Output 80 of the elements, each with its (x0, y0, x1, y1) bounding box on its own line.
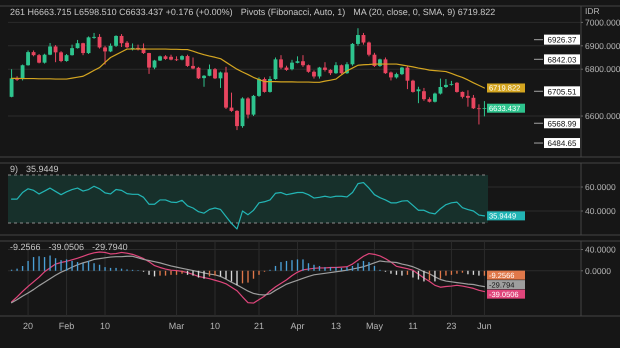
y-tick-label: 40.0000 (585, 206, 616, 216)
candlestick (411, 79, 415, 94)
candlestick (147, 52, 151, 74)
candlestick (230, 92, 234, 112)
candlestick (279, 54, 283, 70)
candlestick (152, 59, 156, 70)
candlestick (20, 64, 24, 81)
candlestick (186, 54, 190, 68)
candlestick (362, 32, 366, 46)
candlestick (257, 76, 261, 98)
candlestick (406, 66, 410, 90)
candlestick (340, 64, 344, 74)
x-tick-label: 10 (100, 321, 110, 331)
x-tick-label: 11 (408, 321, 418, 331)
x-tick-label: 21 (254, 321, 264, 331)
y-tick-label: 7000.000 (585, 17, 620, 28)
candlestick (37, 53, 41, 64)
x-tick-label: Feb (58, 321, 74, 331)
ref-line-label: 6842.03 (548, 55, 578, 64)
candlestick (120, 34, 124, 48)
ref-line-label: 6926.37 (548, 36, 578, 45)
x-tick-label: Jun (477, 321, 492, 331)
candlestick (301, 54, 305, 68)
candlestick (218, 71, 222, 88)
candlestick (422, 87, 426, 102)
ref-line-label: 6705.51 (548, 87, 578, 96)
y-tick-label: 6600.000 (585, 111, 620, 122)
x-tick-label: 23 (446, 321, 456, 331)
candlestick (98, 34, 102, 50)
y-tick-label: 6900.000 (585, 40, 620, 51)
candlestick (59, 50, 63, 63)
candlestick (10, 68, 14, 98)
annotation: MA (20, close, 0, SMA, 9) 6719.822 (353, 7, 496, 17)
y-tick-label: 6800.000 (585, 64, 620, 74)
x-tick-label: Mar (168, 321, 184, 331)
x-tick-label: 13 (330, 321, 341, 331)
candlestick (103, 45, 107, 66)
candlestick (350, 42, 354, 66)
annotation: -9.2566 (10, 242, 41, 252)
annotation: 261 H6663.715 L6598.510 C6633.437 +0.176 (+0.00%) (10, 7, 233, 17)
candlestick (26, 50, 30, 66)
candlestick (472, 94, 476, 110)
candlestick (433, 92, 437, 103)
candlestick (252, 94, 256, 117)
ref-line-label: 6568.99 (548, 119, 578, 128)
candlestick (318, 66, 322, 80)
candlestick (213, 68, 217, 80)
annotation: 9) (10, 164, 18, 174)
x-tick-label: 20 (23, 321, 34, 331)
candlestick (54, 44, 58, 63)
y-tick-label: 0.0000 (585, 266, 612, 276)
candlestick (268, 76, 272, 94)
candlestick (235, 110, 239, 131)
ref-line-label: 6484.65 (548, 139, 578, 148)
x-tick-label: Apr (290, 321, 304, 331)
y-tick-label: 40.0000 (585, 244, 616, 255)
candlestick (356, 28, 360, 46)
candlestick (70, 44, 74, 56)
candlestick (367, 41, 371, 57)
x-tick-label: May (366, 321, 384, 331)
candlestick (455, 82, 459, 94)
y-tick-label: 60.0000 (585, 182, 616, 192)
candlestick (81, 42, 85, 56)
annotation: Pivots (Fibonacci, Auto, 1) (240, 7, 346, 17)
x-tick-label: 10 (210, 321, 220, 331)
y-axis-title: IDR (585, 6, 600, 16)
candlestick (262, 76, 266, 94)
annotation: 35.9449 (26, 164, 59, 174)
candlestick (438, 78, 442, 95)
candlestick (323, 62, 327, 72)
candlestick (48, 42, 52, 56)
candlestick (334, 62, 338, 74)
candlestick (42, 53, 46, 64)
candlestick (114, 34, 118, 48)
annotation: -39.0506 (48, 242, 84, 252)
candlestick (246, 96, 250, 119)
line-series (10, 182, 486, 230)
candlestick (372, 52, 376, 68)
annotation: -29.7940 (92, 242, 128, 252)
candlestick (274, 57, 278, 80)
